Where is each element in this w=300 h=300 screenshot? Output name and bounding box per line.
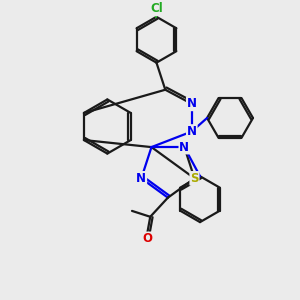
Text: N: N <box>136 172 146 185</box>
Text: O: O <box>142 232 152 245</box>
Text: N: N <box>187 125 197 138</box>
Text: N: N <box>179 141 189 154</box>
Text: S: S <box>190 172 199 185</box>
Text: Cl: Cl <box>150 2 163 15</box>
Text: N: N <box>187 98 197 110</box>
